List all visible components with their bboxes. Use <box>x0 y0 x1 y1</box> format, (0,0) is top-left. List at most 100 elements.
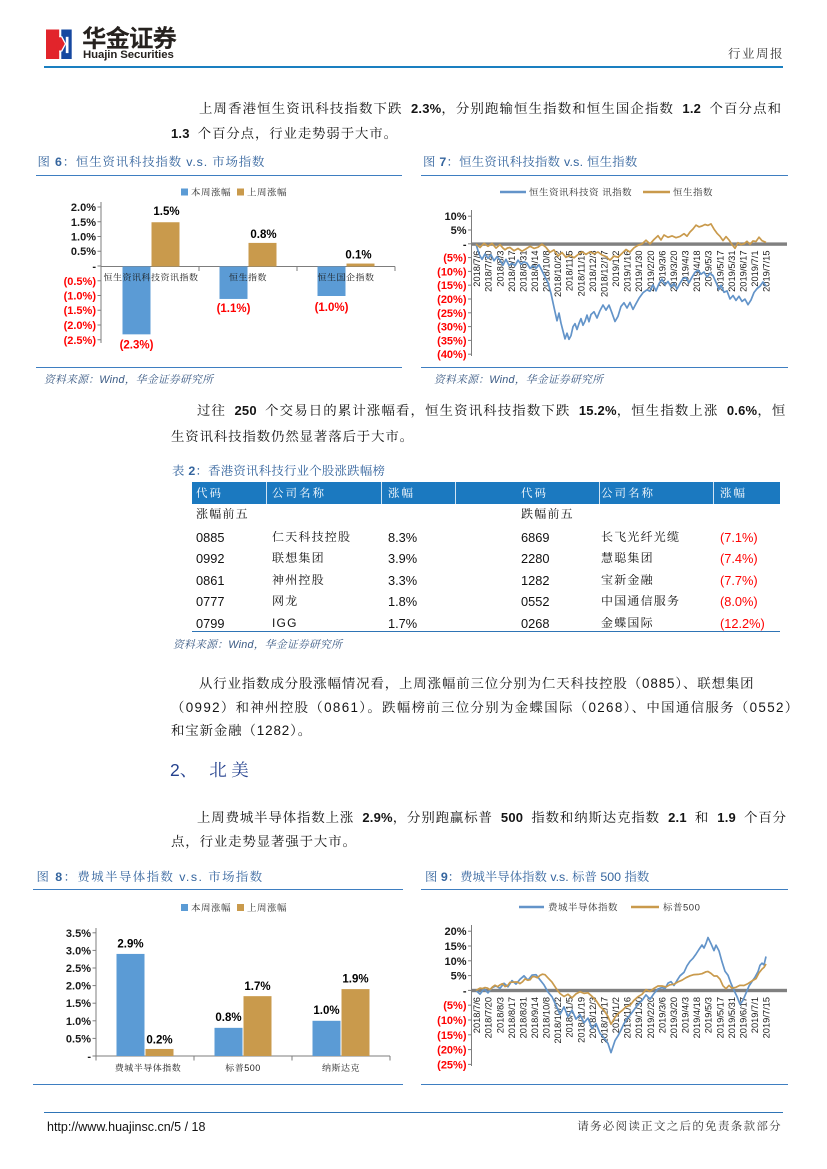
svg-text:2018/8/17: 2018/8/17 <box>507 251 517 292</box>
svg-text:2019/5/31: 2019/5/31 <box>727 251 737 292</box>
svg-text:5%: 5% <box>451 971 467 983</box>
svg-text:0.8%: 0.8% <box>250 229 276 241</box>
svg-text:(1.5%): (1.5%) <box>64 305 97 317</box>
svg-text:2018/11/5: 2018/11/5 <box>565 997 575 1038</box>
svg-text:2019/2/20: 2019/2/20 <box>646 251 656 292</box>
svg-text:本周涨幅: 本周涨幅 <box>191 188 231 199</box>
svg-text:2018/7/20: 2018/7/20 <box>484 997 494 1038</box>
svg-text:2018/12/17: 2018/12/17 <box>600 251 610 298</box>
svg-text:2019/3/20: 2019/3/20 <box>669 251 679 292</box>
svg-text:2019/5/3: 2019/5/3 <box>704 251 714 287</box>
svg-text:20%: 20% <box>444 926 466 938</box>
svg-text:2019/7/15: 2019/7/15 <box>762 251 772 292</box>
svg-text:10%: 10% <box>444 211 466 223</box>
svg-text:2019/5/17: 2019/5/17 <box>715 251 725 292</box>
svg-text:费城半导体指数: 费城半导体指数 <box>548 903 618 914</box>
svg-text:(2.5%): (2.5%) <box>64 335 97 347</box>
svg-text:1.0%: 1.0% <box>313 1005 339 1017</box>
svg-text:(20%): (20%) <box>437 1045 467 1057</box>
svg-text:纳斯达克: 纳斯达克 <box>322 1063 360 1073</box>
svg-text:2019/3/20: 2019/3/20 <box>669 997 679 1038</box>
svg-text:2018/7/6: 2018/7/6 <box>472 997 482 1033</box>
svg-text:(10%): (10%) <box>437 1015 467 1027</box>
svg-text:(1.0%): (1.0%) <box>315 302 349 314</box>
svg-text:2019/6/17: 2019/6/17 <box>738 251 748 292</box>
svg-text:2019/4/3: 2019/4/3 <box>681 251 691 287</box>
svg-text:0.5%: 0.5% <box>71 246 96 258</box>
svg-text:2018/12/17: 2018/12/17 <box>600 997 610 1044</box>
svg-text:(25%): (25%) <box>437 308 467 320</box>
svg-text:10%: 10% <box>444 956 466 968</box>
svg-text:2018/7/20: 2018/7/20 <box>484 251 494 292</box>
svg-text:1.5%: 1.5% <box>71 217 96 229</box>
svg-text:2.0%: 2.0% <box>71 202 96 214</box>
svg-text:2019/3/6: 2019/3/6 <box>657 251 667 287</box>
svg-text:(10%): (10%) <box>437 266 467 278</box>
svg-text:1.7%: 1.7% <box>244 981 270 993</box>
svg-text:(40%): (40%) <box>437 349 467 361</box>
svg-text:2018/8/31: 2018/8/31 <box>518 251 528 292</box>
svg-text:(25%): (25%) <box>437 1059 467 1071</box>
svg-text:恒生资讯科技资 讯指数: 恒生资讯科技资 讯指数 <box>529 187 632 199</box>
svg-text:2018/9/14: 2018/9/14 <box>530 251 540 292</box>
svg-text:2019/5/17: 2019/5/17 <box>715 997 725 1038</box>
svg-text:(1.0%): (1.0%) <box>64 291 97 303</box>
svg-text:(15%): (15%) <box>437 280 467 292</box>
svg-text:2018/10/22: 2018/10/22 <box>553 251 563 298</box>
svg-text:(2.0%): (2.0%) <box>64 320 97 332</box>
svg-text:2019/7/1: 2019/7/1 <box>750 251 760 287</box>
svg-text:(5%): (5%) <box>443 1000 467 1012</box>
svg-text:(20%): (20%) <box>437 294 467 306</box>
svg-text:(1.1%): (1.1%) <box>217 303 251 315</box>
svg-text:5%: 5% <box>451 225 467 237</box>
svg-text:2018/10/8: 2018/10/8 <box>542 251 552 292</box>
svg-text:-: - <box>463 985 467 997</box>
svg-text:2019/1/16: 2019/1/16 <box>623 251 633 292</box>
svg-text:1.0%: 1.0% <box>66 1016 91 1028</box>
svg-text:0.8%: 0.8% <box>215 1012 241 1024</box>
svg-text:2018/11/5: 2018/11/5 <box>565 251 575 292</box>
svg-text:标普500: 标普500 <box>225 1063 261 1073</box>
svg-text:2019/7/15: 2019/7/15 <box>762 997 772 1038</box>
svg-text:2018/9/14: 2018/9/14 <box>530 997 540 1038</box>
svg-text:2019/2/20: 2019/2/20 <box>646 997 656 1038</box>
svg-text:2.5%: 2.5% <box>66 963 91 975</box>
svg-text:0.2%: 0.2% <box>146 1035 172 1047</box>
svg-text:(30%): (30%) <box>437 322 467 334</box>
svg-text:2019/5/3: 2019/5/3 <box>704 997 714 1033</box>
svg-text:2019/3/6: 2019/3/6 <box>657 997 667 1033</box>
svg-text:2018/8/3: 2018/8/3 <box>495 997 505 1033</box>
svg-text:2018/8/31: 2018/8/31 <box>518 997 528 1038</box>
svg-text:-: - <box>92 261 96 273</box>
svg-text:2019/7/1: 2019/7/1 <box>750 997 760 1033</box>
svg-text:标普500: 标普500 <box>663 903 700 914</box>
svg-text:15%: 15% <box>444 941 466 953</box>
svg-text:(2.3%): (2.3%) <box>120 340 154 352</box>
svg-text:1.9%: 1.9% <box>342 974 368 986</box>
svg-text:2019/1/2: 2019/1/2 <box>611 251 621 287</box>
svg-text:2018/12/3: 2018/12/3 <box>588 251 598 292</box>
svg-text:上周涨幅: 上周涨幅 <box>247 188 287 199</box>
svg-text:2018/12/3: 2018/12/3 <box>588 997 598 1038</box>
svg-text:3.5%: 3.5% <box>66 928 91 940</box>
svg-text:恒生国企指数: 恒生国企指数 <box>317 273 374 283</box>
svg-text:2019/4/18: 2019/4/18 <box>692 997 702 1038</box>
svg-text:本周涨幅: 本周涨幅 <box>191 903 231 914</box>
svg-text:恒生资讯科技资讯指数: 恒生资讯科技资讯指数 <box>103 273 198 283</box>
svg-text:3.0%: 3.0% <box>66 945 91 957</box>
svg-text:恒生指数: 恒生指数 <box>229 273 267 283</box>
svg-text:2018/10/8: 2018/10/8 <box>542 997 552 1038</box>
svg-text:2018/8/3: 2018/8/3 <box>495 251 505 287</box>
svg-text:2019/1/30: 2019/1/30 <box>634 997 644 1038</box>
svg-text:(15%): (15%) <box>437 1030 467 1042</box>
svg-text:2.0%: 2.0% <box>66 981 91 993</box>
svg-text:0.5%: 0.5% <box>66 1033 91 1045</box>
svg-text:费城半导体指数: 费城半导体指数 <box>115 1063 182 1073</box>
svg-text:上周涨幅: 上周涨幅 <box>247 903 287 914</box>
svg-text:2018/10/22: 2018/10/22 <box>553 997 563 1044</box>
svg-text:恒生指数: 恒生指数 <box>673 188 713 199</box>
svg-text:2018/8/17: 2018/8/17 <box>507 997 517 1038</box>
svg-text:2019/5/31: 2019/5/31 <box>727 997 737 1038</box>
svg-text:(0.5%): (0.5%) <box>64 276 97 288</box>
svg-text:(5%): (5%) <box>443 253 467 265</box>
